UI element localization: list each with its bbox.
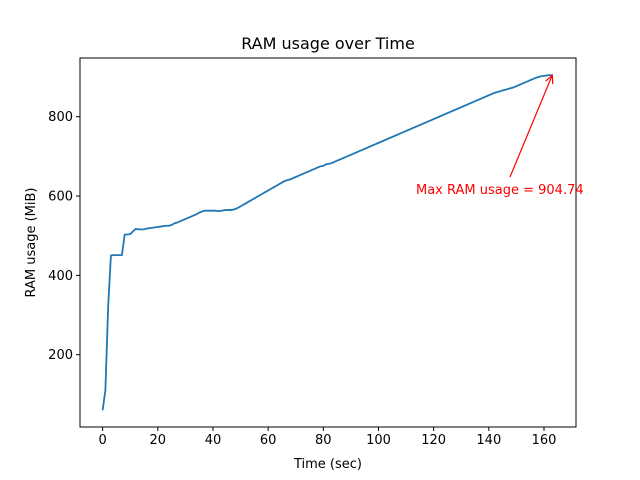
axes-frame: [79, 57, 577, 428]
y-tick-label: 400: [48, 269, 73, 284]
x-tick-label: 40: [205, 433, 222, 448]
y-tick-label: 200: [48, 348, 73, 363]
x-tick-label: 120: [421, 433, 446, 448]
y-tick-label: 800: [48, 110, 73, 125]
annotation-text: Max RAM usage = 904.74: [416, 183, 584, 198]
y-axis-label: RAM usage (MiB): [24, 188, 39, 298]
x-tick-label: 100: [366, 433, 391, 448]
x-tick-label: 20: [150, 433, 167, 448]
chart-title: RAM usage over Time: [241, 34, 415, 53]
annotation-arrow: [509, 74, 553, 178]
x-tick-label: 0: [98, 433, 106, 448]
y-tick-label: 600: [48, 190, 73, 205]
x-tick-label: 60: [260, 433, 277, 448]
x-tick-label: 160: [532, 433, 557, 448]
annotation-arrowhead: [545, 73, 554, 85]
x-axis-label: Time (sec): [293, 457, 362, 472]
x-tick-label: 80: [315, 433, 332, 448]
x-tick-label: 140: [476, 433, 501, 448]
series-line-0: [101, 74, 553, 411]
plot-group: RAM usage over Time 0 20 40 60 80 100 120 140 160…: [24, 34, 584, 472]
